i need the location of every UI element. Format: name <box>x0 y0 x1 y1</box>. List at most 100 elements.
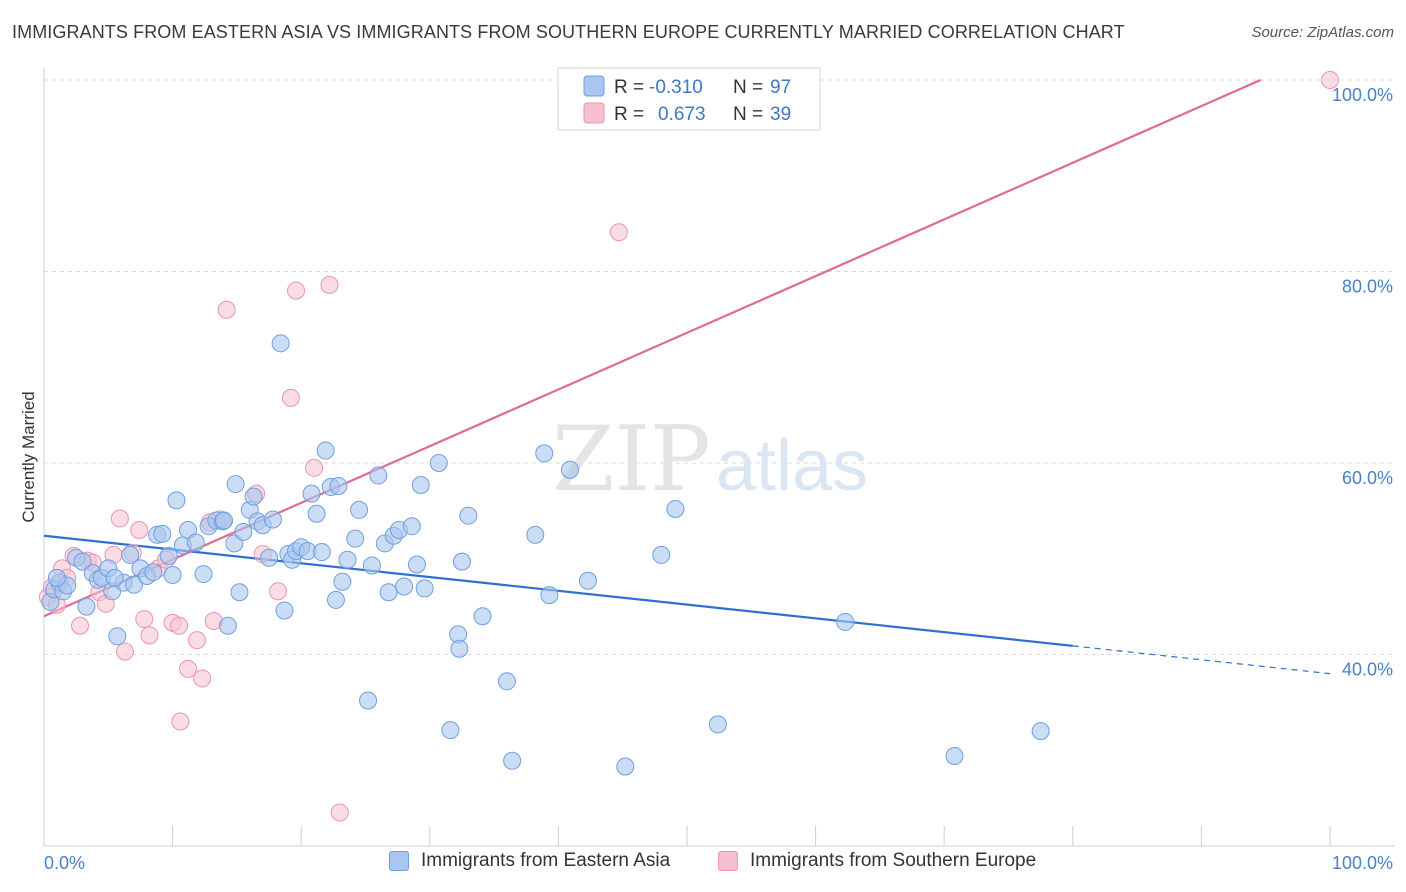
point-southern-europe-32 <box>269 582 288 601</box>
axes <box>43 68 1395 847</box>
point-eastern-asia-42 <box>260 548 279 567</box>
point-eastern-asia-90 <box>666 499 685 518</box>
point-southern-europe-38 <box>609 223 628 242</box>
y-tick-labels: 40.0% 60.0% 80.0% 100.0% <box>1332 85 1393 680</box>
point-eastern-asia-22 <box>153 524 172 543</box>
point-southern-europe-16 <box>135 610 154 629</box>
point-eastern-asia-56 <box>326 590 345 609</box>
y-axis-label: Currently Married <box>19 391 38 522</box>
point-eastern-asia-45 <box>275 601 294 620</box>
point-southern-europe-33 <box>281 388 300 407</box>
point-eastern-asia-83 <box>526 525 545 544</box>
point-eastern-asia-71 <box>407 555 426 574</box>
point-southern-europe-39 <box>1321 71 1339 89</box>
point-eastern-asia-16 <box>121 545 140 564</box>
trend-line-southern-europe <box>43 78 1261 618</box>
bottom-legend-label-eastern-asia: Immigrants from Eastern Asia <box>421 850 671 871</box>
point-eastern-asia-84 <box>535 444 554 463</box>
bottom-legend: Immigrants from Eastern Asia Immigrants … <box>0 850 1406 880</box>
point-eastern-asia-58 <box>333 572 352 591</box>
point-eastern-asia-87 <box>578 571 597 590</box>
point-eastern-asia-80 <box>473 607 492 626</box>
point-southern-europe-24 <box>188 631 207 650</box>
legend-swatch-pink <box>583 102 605 124</box>
point-southern-europe-29 <box>217 300 236 319</box>
bottom-legend-swatch-pink <box>718 851 738 871</box>
point-eastern-asia-66 <box>379 583 398 602</box>
watermark-atlas: atlas <box>716 426 868 506</box>
legend-swatch-blue <box>583 75 605 97</box>
legend-n-value-pink: 39 <box>770 104 791 125</box>
point-southern-europe-22 <box>171 712 190 731</box>
point-eastern-asia-79 <box>459 506 478 525</box>
point-eastern-asia-36 <box>230 583 249 602</box>
legend-r-label-blue: R = <box>614 77 644 98</box>
bottom-legend-item-eastern-asia: Immigrants from Eastern Asia <box>389 850 670 872</box>
point-eastern-asia-63 <box>362 556 381 575</box>
point-eastern-asia-14 <box>108 627 127 646</box>
point-eastern-asia-62 <box>359 691 378 710</box>
y-tick-label-100: 100.0% <box>1332 85 1393 105</box>
trend-line-eastern-asia-extension <box>1072 645 1331 675</box>
point-eastern-asia-72 <box>411 476 430 495</box>
point-southern-europe-35 <box>305 458 324 477</box>
y-tick-label-80: 80.0% <box>1342 277 1393 297</box>
point-eastern-asia-75 <box>441 721 460 740</box>
point-southern-europe-37 <box>330 803 349 822</box>
point-eastern-asia-44 <box>271 334 290 353</box>
point-eastern-asia-8 <box>77 597 96 616</box>
point-eastern-asia-57 <box>329 476 348 495</box>
point-eastern-asia-24 <box>163 566 182 585</box>
watermark: ZIP atlas <box>552 407 868 512</box>
point-eastern-asia-59 <box>338 550 357 569</box>
point-eastern-asia-61 <box>350 500 369 519</box>
point-eastern-asia-53 <box>312 543 331 562</box>
point-southern-europe-36 <box>320 275 339 294</box>
point-eastern-asia-25 <box>167 491 186 510</box>
y-tick-label-60: 60.0% <box>1342 468 1393 488</box>
point-eastern-asia-52 <box>307 504 326 523</box>
point-eastern-asia-94 <box>1031 722 1050 741</box>
bottom-legend-item-southern-europe: Immigrants from Southern Europe <box>718 850 1036 872</box>
point-eastern-asia-23 <box>159 546 178 565</box>
point-eastern-asia-33 <box>218 616 237 635</box>
legend-r-value-blue: -0.310 <box>649 77 703 98</box>
point-eastern-asia-77 <box>450 639 469 658</box>
point-eastern-asia-60 <box>346 529 365 548</box>
y-tick-label-40: 40.0% <box>1342 660 1393 680</box>
x-tick-labels: 0.0% 100.0% <box>44 853 1393 873</box>
point-eastern-asia-5 <box>47 568 66 587</box>
legend: R = -0.310 N = 97 R = 0.673 N = 39 <box>557 67 821 131</box>
point-eastern-asia-82 <box>503 751 522 770</box>
point-eastern-asia-70 <box>402 517 421 536</box>
point-eastern-asia-37 <box>234 522 253 541</box>
x-ticks <box>172 826 1331 846</box>
point-eastern-asia-28 <box>186 533 205 552</box>
point-eastern-asia-91 <box>708 715 727 734</box>
trend-line-eastern-asia <box>43 534 1073 647</box>
point-southern-europe-12 <box>110 509 129 528</box>
legend-n-label-blue: N = <box>733 77 763 98</box>
point-eastern-asia-54 <box>316 441 335 460</box>
point-eastern-asia-74 <box>429 454 448 472</box>
point-eastern-asia-64 <box>369 466 388 485</box>
point-eastern-asia-35 <box>226 475 245 494</box>
point-eastern-asia-88 <box>616 757 635 776</box>
point-eastern-asia-95 <box>215 511 234 530</box>
point-eastern-asia-29 <box>194 565 213 584</box>
point-eastern-asia-7 <box>73 552 92 571</box>
point-southern-europe-6 <box>71 616 90 635</box>
legend-r-label-pink: R = <box>614 104 644 125</box>
point-eastern-asia-43 <box>263 510 282 529</box>
point-eastern-asia-89 <box>652 545 671 564</box>
legend-n-value-blue: 97 <box>770 77 791 98</box>
x-tick-label-min: 0.0% <box>44 853 85 873</box>
point-eastern-asia-78 <box>452 552 471 571</box>
point-eastern-asia-20 <box>144 563 163 582</box>
point-eastern-asia-51 <box>302 484 321 503</box>
point-southern-europe-13 <box>116 642 135 661</box>
grid-lines <box>44 79 1395 655</box>
x-tick-label-max: 100.0% <box>1332 853 1393 873</box>
point-eastern-asia-39 <box>244 487 263 506</box>
